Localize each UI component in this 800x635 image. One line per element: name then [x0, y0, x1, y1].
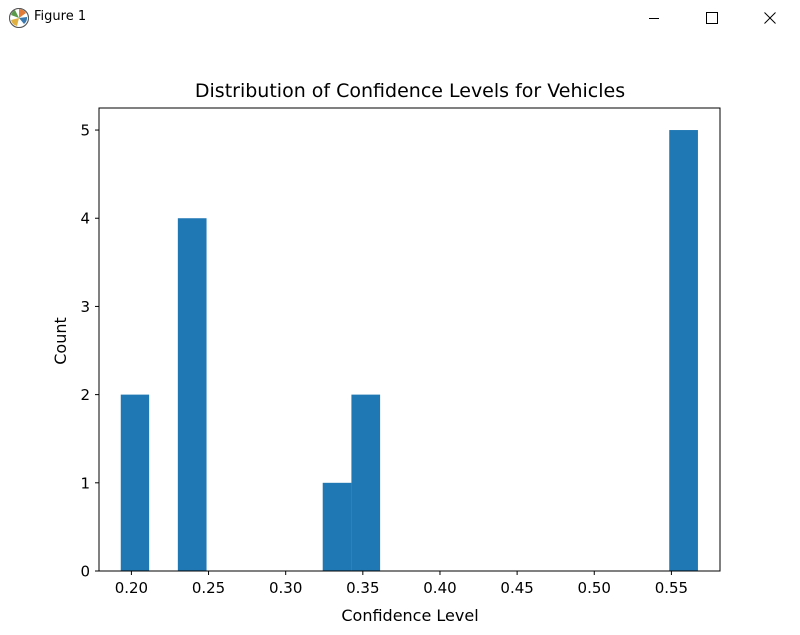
y-tick-label: 4 [80, 210, 90, 228]
axes-frame [98, 107, 721, 572]
window-title: Figure 1 [34, 9, 87, 24]
x-tick-label: 0.55 [655, 579, 688, 597]
x-tick-label: 0.25 [192, 579, 225, 597]
close-button[interactable] [741, 0, 799, 36]
histogram-bar-3 [351, 394, 381, 571]
histogram-bar-1 [177, 218, 207, 571]
x-tick-label: 0.50 [578, 579, 611, 597]
histogram-bar-4 [669, 130, 698, 572]
x-tick-label: 0.45 [500, 579, 533, 597]
x-tick-label: 0.40 [423, 579, 456, 597]
y-axis-label: Count [51, 317, 70, 365]
x-tick-label: 0.30 [269, 579, 302, 597]
x-tick-label: 0.35 [346, 579, 379, 597]
matplotlib-icon [9, 8, 29, 28]
minimize-icon [649, 18, 659, 19]
histogram-chart: Distribution of Confidence Levels for Ve… [51, 80, 721, 625]
close-icon [764, 12, 776, 24]
minimize-button[interactable] [625, 0, 683, 36]
chart-title: Distribution of Confidence Levels for Ve… [195, 80, 625, 102]
x-axis-label: Confidence Level [341, 606, 478, 625]
bars-layer [120, 130, 698, 572]
y-tick-label: 0 [80, 563, 90, 581]
y-tick-label: 1 [80, 474, 90, 492]
x-tick-label: 0.20 [115, 579, 148, 597]
y-tick-label: 3 [80, 298, 90, 316]
maximize-icon [706, 12, 718, 24]
histogram-bar-0 [120, 394, 150, 571]
y-tick-label: 2 [80, 386, 90, 404]
x-axis-ticks: 0.20 0.25 0.30 0.35 0.40 0.45 0.50 0.55 [115, 571, 688, 597]
window-titlebar: Figure 1 [0, 0, 800, 36]
y-tick-label: 5 [80, 122, 90, 140]
histogram-bar-2 [322, 482, 352, 571]
y-axis-ticks: 0 1 2 3 4 5 [80, 122, 99, 581]
maximize-button[interactable] [683, 0, 741, 36]
